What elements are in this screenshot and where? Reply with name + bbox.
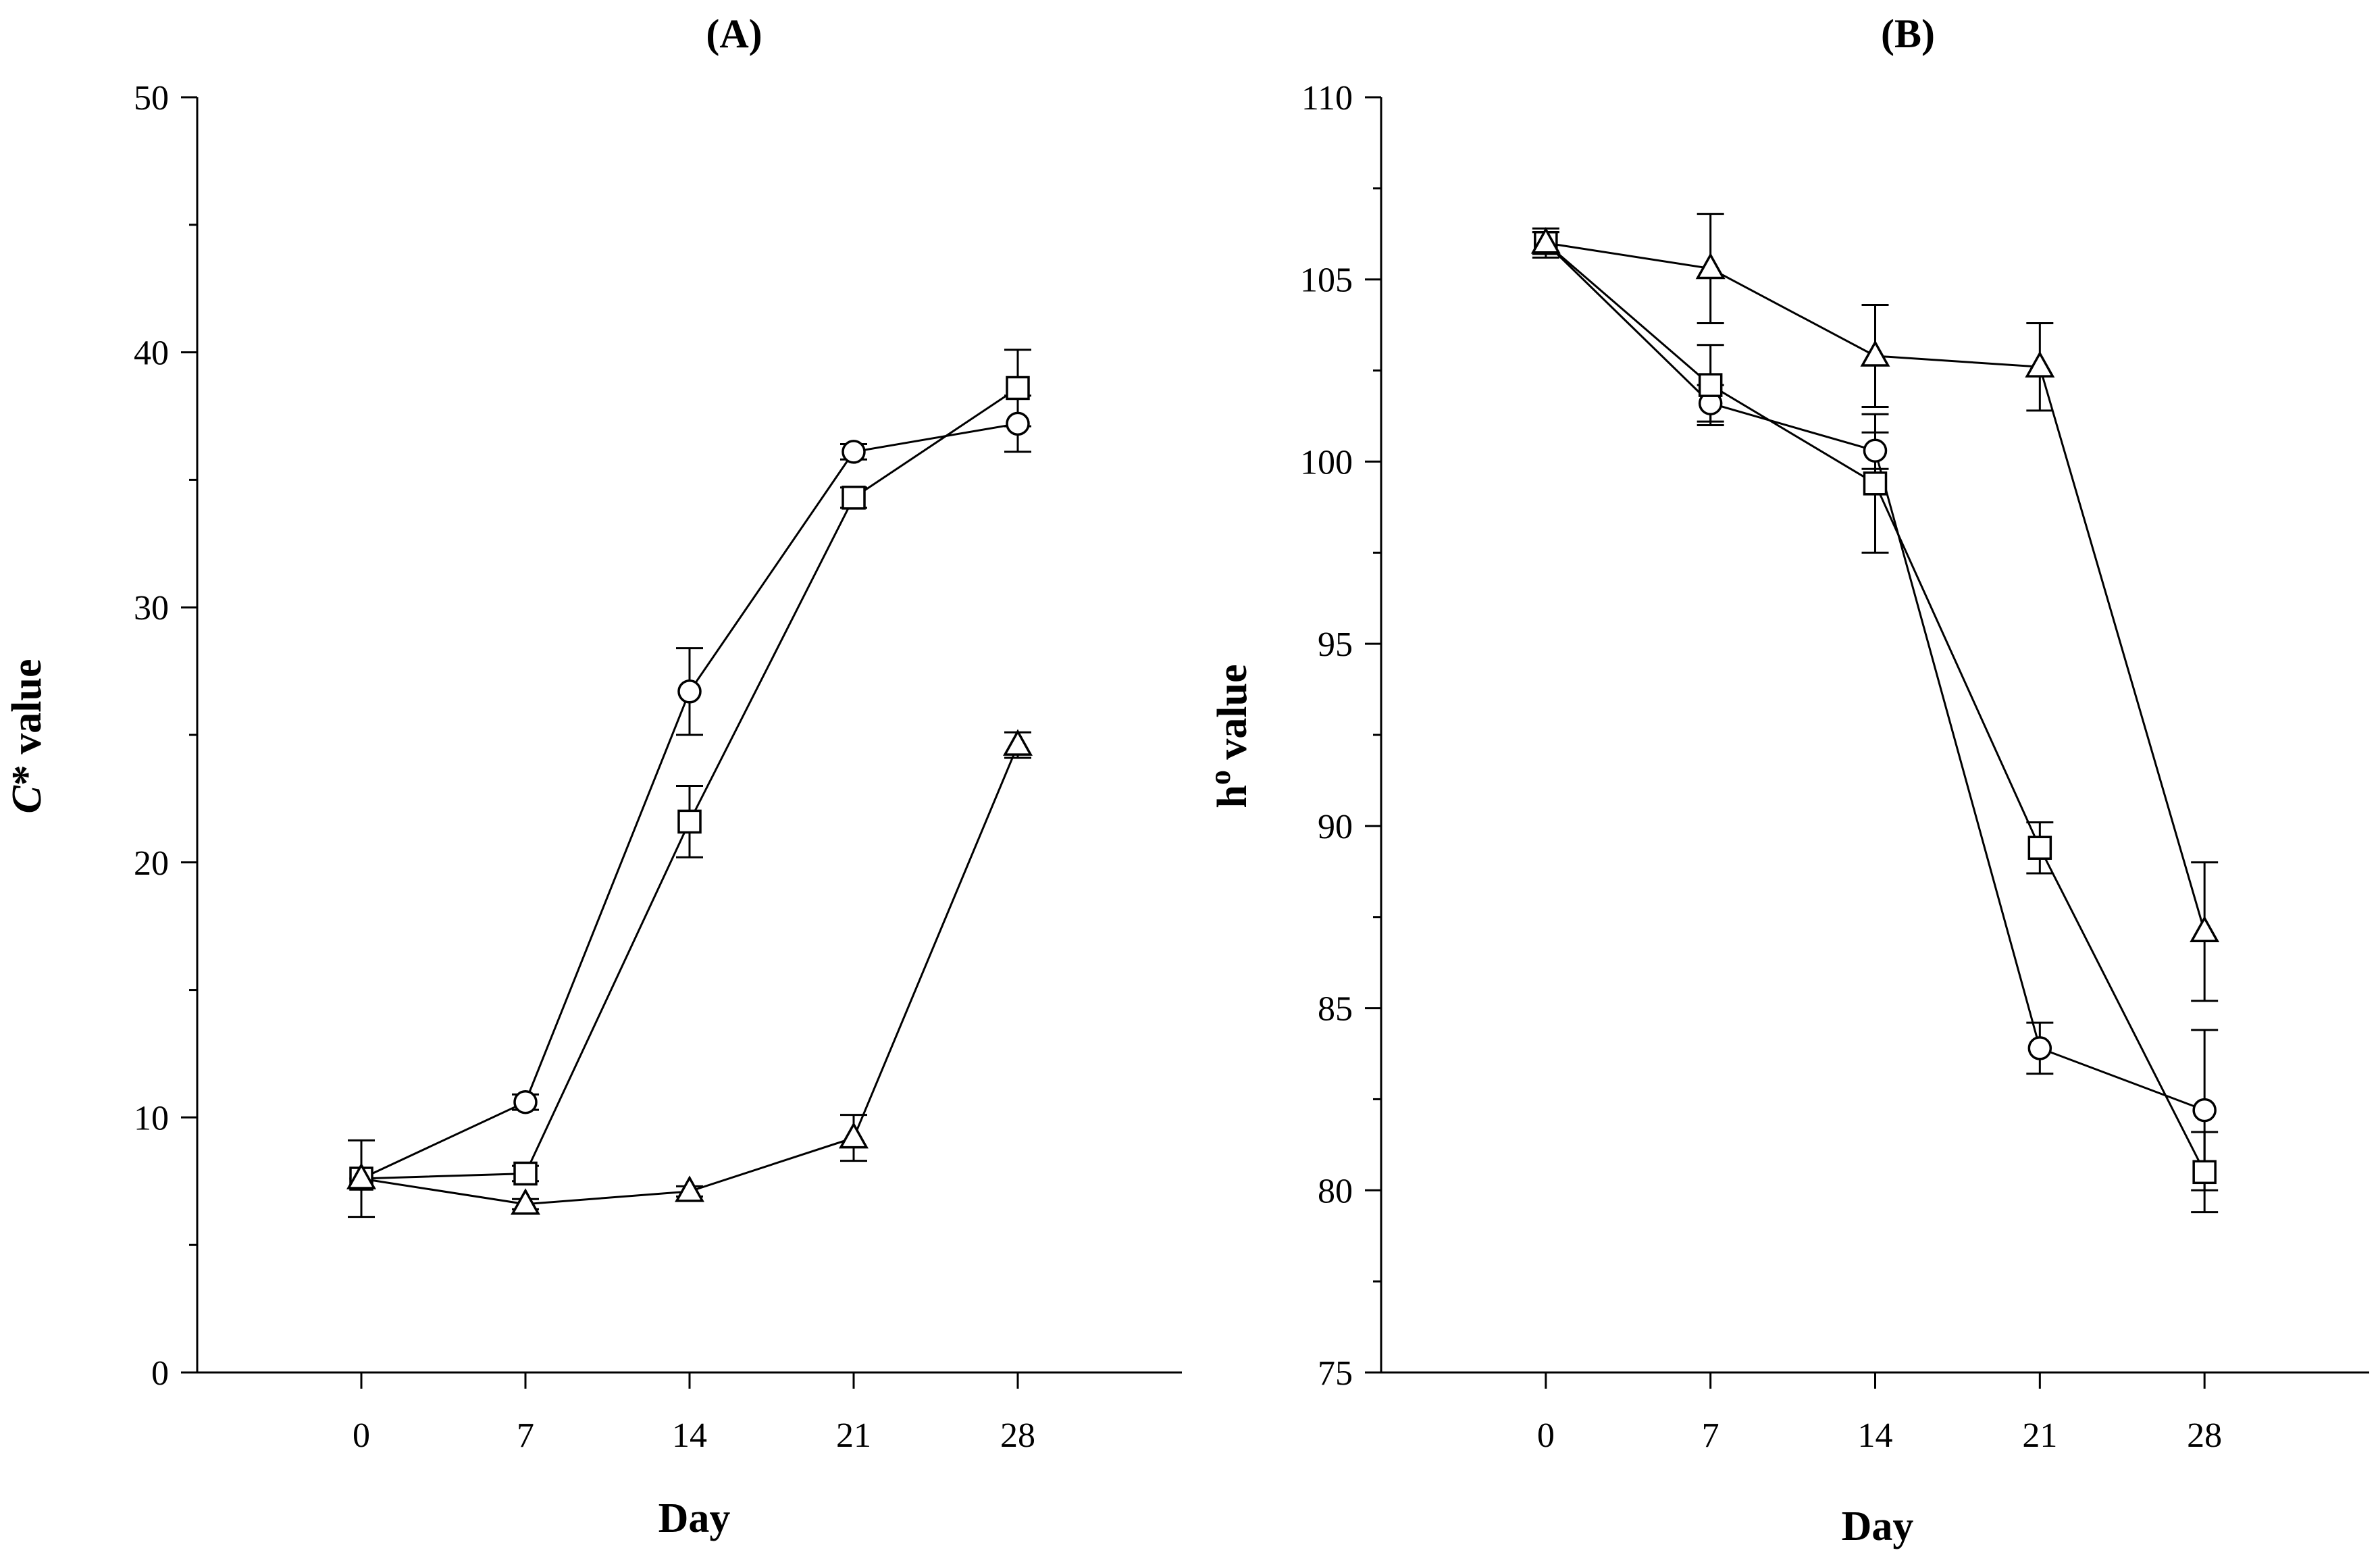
panel-a-y-tick-label: 0 [151, 1354, 169, 1393]
panel-a-circle-marker [1006, 411, 1030, 436]
panel-a-x-tick-label: 21 [836, 1416, 871, 1455]
panel-b-triangle-marker [1530, 227, 1561, 254]
panel-b-square-marker [2192, 1160, 2217, 1185]
panel-b-y-tick-label: 100 [1300, 443, 1353, 482]
panel-b-y-tick-label: 95 [1318, 625, 1353, 664]
panel-a-x-tick-label: 7 [517, 1416, 534, 1455]
panel-a-y-tick-label: 50 [134, 79, 169, 118]
panel-a-x-tick-label: 14 [672, 1416, 707, 1455]
panel-a-circle-marker [842, 440, 866, 464]
panel-a-y-tick-label: 30 [134, 589, 169, 627]
panel-a-square-marker [677, 809, 702, 834]
panel-b-triangle-marker [2190, 915, 2220, 943]
panel-b-x-tick-label: 28 [2187, 1416, 2222, 1455]
panel-a-square-marker [1006, 376, 1030, 401]
panel-b-triangle-marker [1860, 340, 1890, 367]
panel-a-chart: (A) C* value Day 0 10 20 30 40 50 0 7 14 21 28 [4, 11, 1182, 1541]
panel-b-title: (B) [1881, 11, 1935, 56]
panel-b-y-axis-label: ho value [1204, 664, 1256, 808]
panel-b-x-tick-label: 0 [1537, 1416, 1555, 1455]
panel-b-triangle-marker [1695, 252, 1726, 280]
panel-a-x-tick-label: 28 [1000, 1416, 1035, 1455]
panel-b-y-axis-label-sup: o [1204, 770, 1237, 785]
panel-b-square-marker [2027, 836, 2052, 860]
panel-a-title: (A) [706, 11, 762, 56]
panel-b-y-tick-label: 75 [1318, 1354, 1353, 1393]
panel-a-circle-marker [677, 679, 702, 704]
panel-a-square-marker [513, 1161, 538, 1186]
panel-b-y-tick-label: 90 [1318, 808, 1353, 846]
panel-a-y-axis-label: C* value [4, 659, 50, 813]
panel-b-triangle-marker [2025, 351, 2055, 378]
panel-a-y-tick-label: 20 [134, 844, 169, 883]
panel-a-y-tick-label: 40 [134, 334, 169, 373]
panel-a-y-axis-label-rest: * value [4, 659, 50, 786]
panel-a-x-axis-label: Day [658, 1495, 731, 1541]
panel-b-circle-marker [2192, 1098, 2217, 1123]
panel-b-circle-marker [1863, 438, 1888, 463]
panel-b-x-tick-label: 14 [1858, 1416, 1893, 1455]
panel-a-y-tick-label: 10 [134, 1099, 169, 1137]
panel-a-square-marker [842, 486, 866, 510]
panel-b-chart: (B) ho value Day 75 80 85 90 95 100 105 110 0 7 14… [1204, 11, 2369, 1549]
panel-a-triangle-marker [1003, 729, 1033, 756]
panel-a-square-series-line [361, 387, 1018, 1180]
panel-b-y-tick-label: 85 [1318, 990, 1353, 1029]
panel-b-y-axis-label-main: h [1210, 785, 1256, 808]
panel-b-x-tick-label: 21 [2022, 1416, 2057, 1455]
panel-b-square-marker [1863, 471, 1888, 496]
panel-b-y-tick-label: 110 [1301, 79, 1353, 118]
panel-a-x-tick-label: 0 [353, 1416, 370, 1455]
panel-a-triangle-marker [346, 1162, 376, 1189]
panel-b-x-tick-label: 7 [1702, 1416, 1719, 1455]
panel-a-triangle-marker [675, 1175, 704, 1202]
panel-b-square-marker [1698, 373, 1723, 397]
panel-b-x-axis-label: Day [1842, 1504, 1914, 1549]
panel-a-y-axis-label-italic: C [4, 786, 50, 814]
panel-a-triangle-marker [839, 1122, 869, 1149]
panel-b-y-axis-label-rest: value [1210, 664, 1256, 770]
panel-b-circle-marker [2027, 1036, 2052, 1060]
panel-b-y-tick-label: 105 [1300, 261, 1353, 300]
panel-a-triangle-marker [511, 1188, 540, 1215]
panel-b-y-tick-label: 80 [1318, 1172, 1353, 1210]
panel-a-circle-marker [513, 1089, 538, 1114]
